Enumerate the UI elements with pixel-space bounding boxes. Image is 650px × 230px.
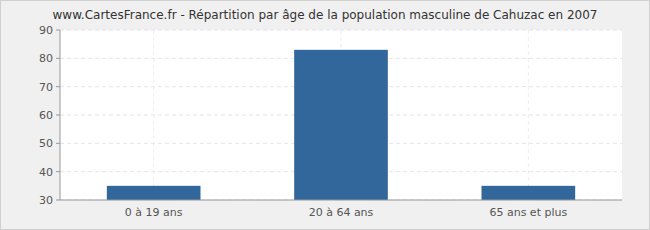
- tick-label: 50: [39, 137, 53, 150]
- tick-mark: [56, 143, 60, 144]
- tick-mark: [56, 200, 60, 201]
- chart: www.CartesFrance.fr - Répartition par âg…: [0, 0, 650, 230]
- tick-label: 80: [39, 52, 53, 65]
- tick-label: 60: [39, 109, 53, 122]
- tick-mark: [56, 30, 60, 31]
- tick-label: 30: [39, 194, 53, 207]
- tick-label: 40: [39, 166, 53, 179]
- grid-line: [153, 30, 154, 200]
- chart-container: www.CartesFrance.fr - Répartition par âg…: [0, 0, 650, 230]
- title: www.CartesFrance.fr - Répartition par âg…: [53, 8, 598, 22]
- tick-mark: [56, 86, 60, 87]
- category-label: 65 ans et plus: [489, 206, 567, 219]
- tick-mark: [56, 58, 60, 59]
- grid-line: [60, 200, 622, 201]
- category-label: 0 à 19 ans: [125, 206, 183, 219]
- bar: [107, 186, 201, 200]
- tick-label: 70: [39, 81, 53, 94]
- grid-line: [528, 30, 529, 200]
- category-label: 20 à 64 ans: [309, 206, 374, 219]
- plot-area: [60, 30, 622, 200]
- x-axis: [60, 200, 622, 201]
- tick-label: 90: [39, 24, 53, 37]
- background: [1, 1, 650, 230]
- bars: [107, 50, 575, 200]
- tick-mark: [56, 115, 60, 116]
- bar: [482, 186, 576, 200]
- tick-mark: [56, 171, 60, 172]
- y-axis: [60, 30, 61, 200]
- bar: [294, 50, 388, 200]
